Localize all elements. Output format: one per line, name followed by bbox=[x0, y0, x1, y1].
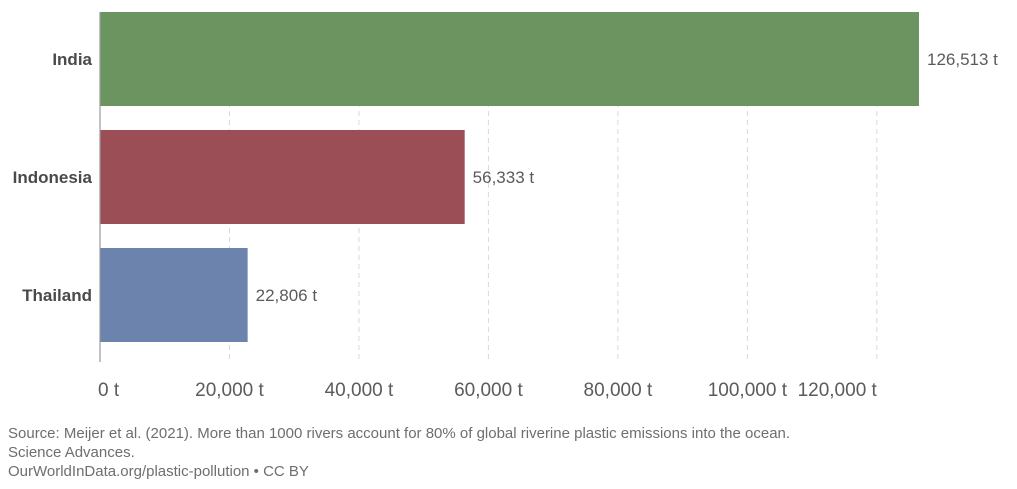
bar-indonesia bbox=[100, 130, 465, 224]
category-label: Thailand bbox=[22, 286, 92, 305]
x-tick-label: 100,000 t bbox=[708, 380, 788, 401]
x-tick-label: 0 t bbox=[98, 380, 120, 401]
source-citation: Source: Meijer et al. (2021). More than … bbox=[8, 425, 791, 442]
category-label: India bbox=[52, 50, 92, 69]
value-label: 22,806 t bbox=[256, 286, 318, 305]
source-note: Source: Meijer et al. (2021). More than … bbox=[8, 424, 1008, 481]
bar-thailand bbox=[100, 248, 248, 342]
bar-india bbox=[100, 12, 919, 106]
value-label: 126,513 t bbox=[927, 50, 998, 69]
category-label: Indonesia bbox=[13, 168, 93, 187]
x-tick-label: 60,000 t bbox=[454, 380, 523, 401]
x-tick-label: 80,000 t bbox=[584, 380, 653, 401]
source-journal: Science Advances. bbox=[8, 444, 135, 461]
bar-chart: India 126,513 t Indonesia 56,333 t Thailand 2… bbox=[13, 12, 998, 401]
source-link[interactable]: OurWorldInData.org/plastic-pollution • C… bbox=[8, 463, 309, 480]
x-tick-label: 20,000 t bbox=[195, 380, 264, 401]
x-tick-label: 40,000 t bbox=[325, 380, 394, 401]
x-tick-label: 120,000 t bbox=[798, 380, 878, 401]
value-label: 56,333 t bbox=[473, 168, 535, 187]
